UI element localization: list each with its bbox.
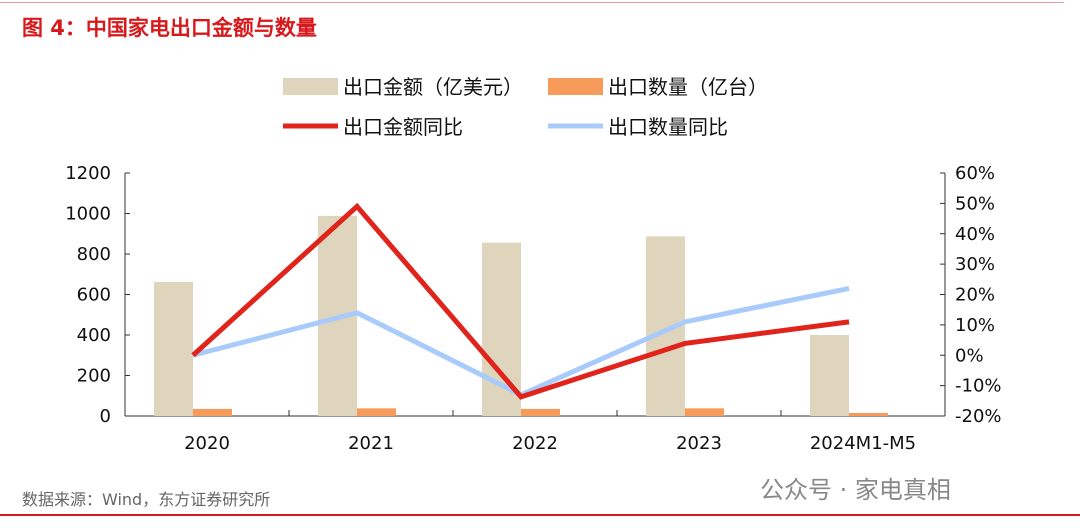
line-value-yoy [191, 202, 850, 400]
right-tick-label: 40% [955, 224, 995, 245]
bar-quantity [193, 408, 232, 416]
right-tick-label: -20% [955, 406, 1002, 427]
left-tick-label: 400 [77, 325, 111, 346]
x-tick-label: 2020 [184, 433, 230, 454]
legend-swatch [283, 78, 338, 95]
left-tick-label: 0 [100, 406, 111, 427]
right-tick-label: 10% [955, 315, 995, 336]
left-tick-label: 1200 [65, 163, 111, 184]
bottom-rule [0, 514, 1080, 516]
bar-quantity [521, 408, 560, 416]
bar-quantity [685, 408, 724, 416]
right-tick-label: 30% [955, 254, 995, 275]
x-tick-label: 2023 [676, 433, 722, 454]
right-tick-label: 0% [955, 345, 984, 366]
left-tick-label: 600 [77, 285, 111, 306]
top-rule [0, 2, 1064, 3]
bar-quantity [849, 412, 888, 416]
left-tick-label: 200 [77, 366, 111, 387]
left-tick-label: 1000 [65, 204, 111, 225]
watermark: 公众号 · 家电真相 [760, 476, 951, 504]
legend-label: 出口数量（亿台） [608, 75, 768, 99]
right-tick-label: 20% [955, 285, 995, 306]
chart-title: 图 4：中国家电出口金额与数量 [22, 16, 317, 40]
x-tick-label: 2022 [512, 433, 558, 454]
legend-label: 出口金额（亿美元） [343, 75, 523, 99]
bar-value [810, 335, 849, 416]
right-tick-label: 50% [955, 193, 995, 214]
bar-value [154, 281, 193, 416]
bar-quantity [357, 408, 396, 416]
right-tick-label: -10% [955, 376, 1002, 397]
left-tick-label: 800 [77, 244, 111, 265]
right-tick-label: 60% [955, 163, 995, 184]
legend-label: 出口数量同比 [608, 115, 728, 139]
legend-swatch [548, 78, 603, 95]
x-tick-label: 2021 [348, 433, 394, 454]
legend-label: 出口金额同比 [343, 115, 463, 139]
source-note: 数据来源：Wind，东方证券研究所 [22, 490, 271, 509]
x-tick-label: 2024M1-M5 [810, 433, 916, 454]
